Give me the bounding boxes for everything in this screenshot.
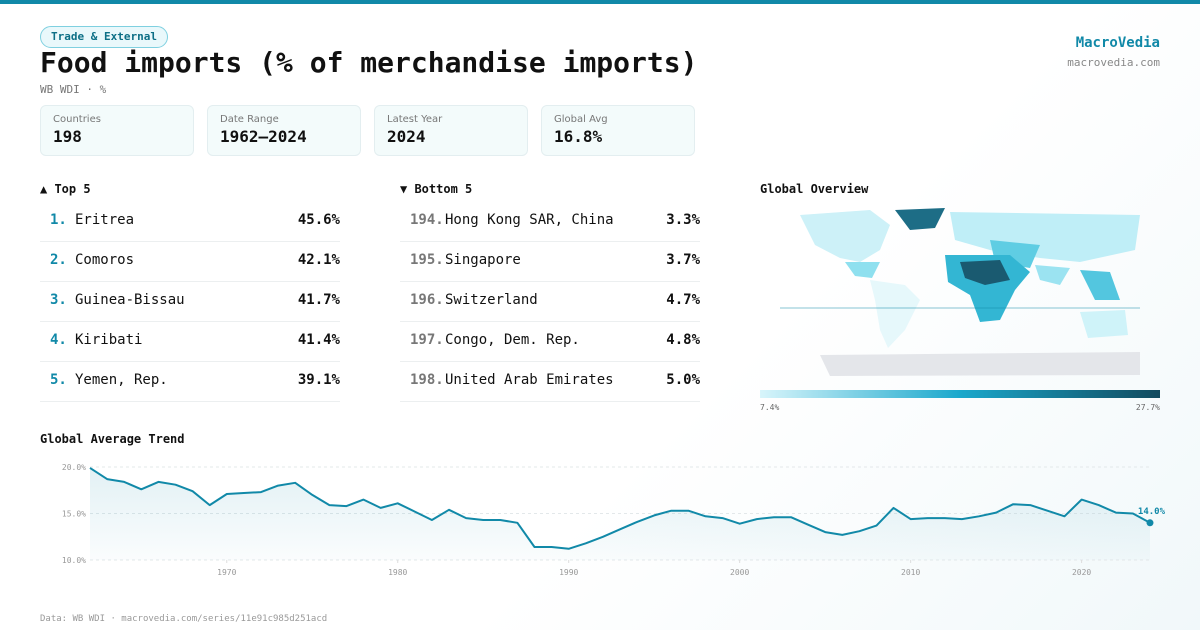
rank-row: 196. Switzerland 4.7% [400,281,700,322]
subtitle: WB WDI · % [40,83,107,96]
top-bar [0,0,1200,4]
value: 39.1% [297,372,340,388]
country: Eritrea [75,212,135,228]
category-tag[interactable]: Trade & External [40,26,168,48]
rank: 196. [410,292,444,308]
stat-card: Date Range 1962–2024 [207,105,361,156]
top-title: ▲ Top 5 [40,182,91,196]
area [90,467,1150,560]
x-tick-label: 2020 [1072,568,1091,577]
value: 42.1% [297,252,340,268]
y-tick-label: 15.0% [62,510,86,519]
rank-row: 2. Comoros 42.1% [40,241,340,282]
value: 3.3% [666,212,700,228]
country: Singapore [445,252,521,268]
map-region [960,260,1010,285]
stat-value: 16.8% [554,127,603,146]
map-region [895,208,945,230]
rank-row: 198. United Arab Emirates 5.0% [400,361,700,402]
stat-label: Date Range [220,114,279,125]
rank-row: 4. Kiribati 41.4% [40,321,340,362]
stat-card: Latest Year 2024 [374,105,528,156]
x-tick-label: 1980 [388,568,407,577]
map-region [800,210,890,262]
country: Kiribati [75,332,143,348]
rank: 3. [50,292,67,308]
map-region [1080,310,1128,338]
rank: 195. [410,252,444,268]
value: 4.8% [666,332,700,348]
country: Switzerland [445,292,538,308]
country: United Arab Emirates [445,372,614,388]
rank-row: 3. Guinea-Bissau 41.7% [40,281,340,322]
x-tick-label: 1970 [217,568,236,577]
country: Guinea-Bissau [75,292,185,308]
brand[interactable]: MacroVedia [1075,35,1160,51]
map-region [1035,265,1070,285]
stat-label: Global Avg [554,114,608,125]
x-tick-label: 2010 [901,568,920,577]
trend-line [89,467,1151,550]
point [1146,519,1154,527]
rank: 198. [410,372,444,388]
stat-value: 2024 [387,127,426,146]
rank-row: 197. Congo, Dem. Rep. 4.8% [400,321,700,362]
rank: 197. [410,332,444,348]
rank: 2. [50,252,67,268]
value-label: 14.0% [1138,507,1166,517]
rank: 1. [50,212,67,228]
value: 41.4% [297,332,340,348]
scale-min: 7.4% [760,403,780,412]
country: Yemen, Rep. [75,372,168,388]
value: 5.0% [666,372,700,388]
map-region [950,212,1140,262]
page-title: Food imports (% of merchandise imports) [40,46,698,79]
x-tick-label: 2000 [730,568,749,577]
rank-row: 194. Hong Kong SAR, China 3.3% [400,201,700,242]
value: 3.7% [666,252,700,268]
color-scale [760,390,1160,398]
stat-card: Global Avg 16.8% [541,105,695,156]
stat-value: 1962–2024 [220,127,307,146]
map-region [845,262,880,278]
rank: 5. [50,372,67,388]
stat-value: 198 [53,127,82,146]
country: Comoros [75,252,135,268]
map-region [1080,270,1120,300]
scale-max: 27.7% [1135,403,1160,412]
chart-title: Global Average Trend [40,432,185,446]
rank-row: 195. Singapore 3.7% [400,241,700,282]
country: Hong Kong SAR, China [445,212,614,228]
y-tick-label: 20.0% [62,463,86,472]
brand-url[interactable]: macrovedia.com [1067,56,1160,69]
rank-row: 1. Eritrea 45.6% [40,201,340,242]
world-map [780,208,1140,376]
stat-label: Latest Year [387,114,443,125]
stat-label: Countries [53,114,101,125]
country: Congo, Dem. Rep. [445,332,580,348]
value: 41.7% [297,292,340,308]
rank: 194. [410,212,444,228]
value: 45.6% [297,212,340,228]
map-region [870,280,920,348]
footer: Data: WB WDI · macrovedia.com/series/11e… [40,614,328,624]
x-tick-label: 1990 [559,568,578,577]
bottom-title: ▼ Bottom 5 [400,182,473,196]
value: 4.7% [666,292,700,308]
stat-card: Countries 198 [40,105,194,156]
map-title: Global Overview [760,182,869,196]
rank: 4. [50,332,67,348]
antarctica [820,352,1140,376]
y-tick-label: 10.0% [62,556,86,565]
rank-row: 5. Yemen, Rep. 39.1% [40,361,340,402]
